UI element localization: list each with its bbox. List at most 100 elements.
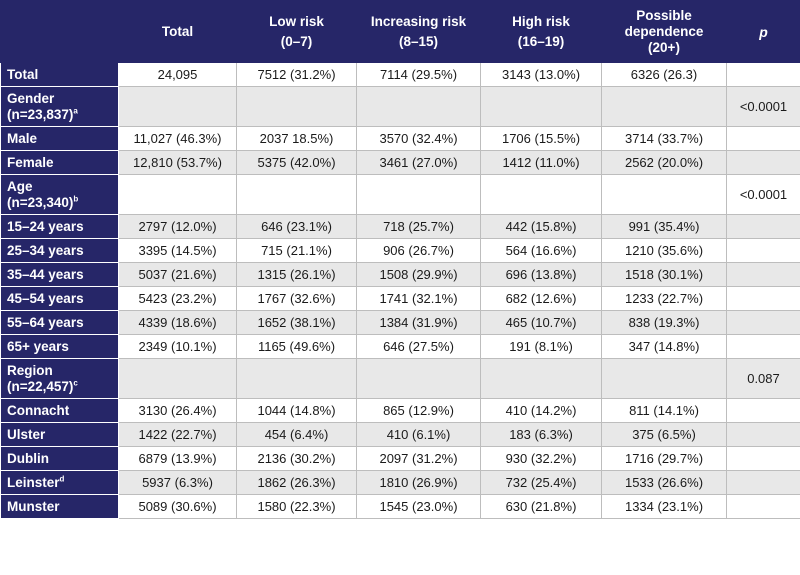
- header-p-value: p: [726, 0, 800, 63]
- cell: 2097 (31.2%): [356, 446, 481, 471]
- cell: 410 (14.2%): [480, 398, 602, 423]
- cell: 1412 (11.0%): [480, 150, 602, 175]
- cell: 2136 (30.2%): [236, 446, 357, 471]
- section-label: Age (n=23,340)b: [0, 174, 119, 215]
- cell: [236, 86, 357, 127]
- cell: 442 (15.8%): [480, 214, 602, 239]
- cell: 715 (21.1%): [236, 238, 357, 263]
- cell: 1767 (32.6%): [236, 286, 357, 311]
- row-age-55-64: 55–64 years 4339 (18.6%) 1652 (38.1%) 13…: [0, 310, 800, 335]
- row-label: Leinsterd: [0, 470, 119, 495]
- row-munster: Munster 5089 (30.6%) 1580 (22.3%) 1545 (…: [0, 494, 800, 519]
- header-corner: [0, 0, 119, 63]
- cell: 2797 (12.0%): [118, 214, 237, 239]
- cell: 3395 (14.5%): [118, 238, 237, 263]
- cell: 1508 (29.9%): [356, 262, 481, 287]
- row-label: Connacht: [0, 398, 119, 423]
- cell: 1518 (30.1%): [601, 262, 727, 287]
- cell: [726, 398, 800, 423]
- cell: [726, 422, 800, 447]
- cell: 906 (26.7%): [356, 238, 481, 263]
- row-label: 35–44 years: [0, 262, 119, 287]
- cell: 1233 (22.7%): [601, 286, 727, 311]
- row-label: Dublin: [0, 446, 119, 471]
- cell: 1545 (23.0%): [356, 494, 481, 519]
- cell: [118, 86, 237, 127]
- cell: 5089 (30.6%): [118, 494, 237, 519]
- cell: 465 (10.7%): [480, 310, 602, 335]
- cell: [236, 358, 357, 399]
- cell: 930 (32.2%): [480, 446, 602, 471]
- cell: 6326 (26.3): [601, 62, 727, 87]
- cell: [480, 174, 602, 215]
- cell: 454 (6.4%): [236, 422, 357, 447]
- p-value: 0.087: [726, 358, 800, 399]
- cell: [726, 334, 800, 359]
- row-age-35-44: 35–44 years 5037 (21.6%) 1315 (26.1%) 15…: [0, 262, 800, 287]
- cell: 3461 (27.0%): [356, 150, 481, 175]
- cell: 347 (14.8%): [601, 334, 727, 359]
- row-label: 15–24 years: [0, 214, 119, 239]
- cell: [601, 358, 727, 399]
- cell: 1384 (31.9%): [356, 310, 481, 335]
- cell: 3570 (32.4%): [356, 126, 481, 151]
- header-possible-dependence: Possible dependence (20+): [601, 0, 727, 63]
- cell: 1706 (15.5%): [480, 126, 602, 151]
- cell: 3714 (33.7%): [601, 126, 727, 151]
- cell: 410 (6.1%): [356, 422, 481, 447]
- row-label: Total: [0, 62, 119, 87]
- p-value: <0.0001: [726, 174, 800, 215]
- cell: [726, 214, 800, 239]
- row-age-25-34: 25–34 years 3395 (14.5%) 715 (21.1%) 906…: [0, 238, 800, 263]
- cell: 1810 (26.9%): [356, 470, 481, 495]
- cell: [356, 174, 481, 215]
- row-region-section: Region (n=22,457)c 0.087: [0, 358, 800, 399]
- cell: 696 (13.8%): [480, 262, 602, 287]
- cell: [601, 174, 727, 215]
- cell: 3143 (13.0%): [480, 62, 602, 87]
- cell: 1862 (26.3%): [236, 470, 357, 495]
- row-dublin: Dublin 6879 (13.9%) 2136 (30.2%) 2097 (3…: [0, 446, 800, 471]
- row-label: Male: [0, 126, 119, 151]
- row-label: 55–64 years: [0, 310, 119, 335]
- cell: 2349 (10.1%): [118, 334, 237, 359]
- cell: 2037 18.5%): [236, 126, 357, 151]
- row-label: 25–34 years: [0, 238, 119, 263]
- row-label: Female: [0, 150, 119, 175]
- cell: [726, 150, 800, 175]
- cell: [726, 494, 800, 519]
- cell: 5037 (21.6%): [118, 262, 237, 287]
- cell: 183 (6.3%): [480, 422, 602, 447]
- cell: [480, 86, 602, 127]
- row-label: 65+ years: [0, 334, 119, 359]
- cell: 646 (27.5%): [356, 334, 481, 359]
- cell: 24,095: [118, 62, 237, 87]
- cell: [726, 470, 800, 495]
- header-row: Total Low risk (0–7) Increasing risk (8–15…: [0, 0, 800, 63]
- cell: [236, 174, 357, 215]
- cell: 811 (14.1%): [601, 398, 727, 423]
- cell: 991 (35.4%): [601, 214, 727, 239]
- row-label: Ulster: [0, 422, 119, 447]
- row-age-65-plus: 65+ years 2349 (10.1%) 1165 (49.6%) 646 …: [0, 334, 800, 359]
- cell: [726, 126, 800, 151]
- cell: 1165 (49.6%): [236, 334, 357, 359]
- cell: [726, 262, 800, 287]
- row-ulster: Ulster 1422 (22.7%) 454 (6.4%) 410 (6.1%…: [0, 422, 800, 447]
- row-connacht: Connacht 3130 (26.4%) 1044 (14.8%) 865 (…: [0, 398, 800, 423]
- section-label: Region (n=22,457)c: [0, 358, 119, 399]
- cell: 1580 (22.3%): [236, 494, 357, 519]
- row-female: Female 12,810 (53.7%) 5375 (42.0%) 3461 …: [0, 150, 800, 175]
- cell: 1422 (22.7%): [118, 422, 237, 447]
- cell: [726, 62, 800, 87]
- cell: [601, 86, 727, 127]
- cell: 6879 (13.9%): [118, 446, 237, 471]
- cell: 3130 (26.4%): [118, 398, 237, 423]
- cell: 564 (16.6%): [480, 238, 602, 263]
- cell: 1741 (32.1%): [356, 286, 481, 311]
- cell: [356, 86, 481, 127]
- header-low-risk: Low risk (0–7): [236, 0, 357, 63]
- cell: 865 (12.9%): [356, 398, 481, 423]
- cell: 2562 (20.0%): [601, 150, 727, 175]
- row-male: Male 11,027 (46.3%) 2037 18.5%) 3570 (32…: [0, 126, 800, 151]
